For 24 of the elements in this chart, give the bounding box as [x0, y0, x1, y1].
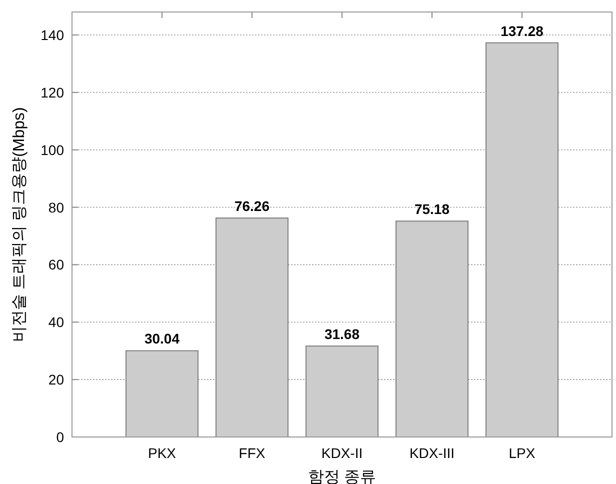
bar	[306, 346, 378, 438]
y-tick-label: 40	[48, 314, 64, 330]
x-tick-label: LPX	[508, 445, 536, 461]
y-tick-label: 60	[48, 256, 64, 273]
y-tick-label: 20	[48, 372, 64, 388]
y-tick-label: 140	[40, 26, 64, 43]
y-tick-label: 80	[48, 199, 64, 216]
bar	[486, 42, 558, 438]
data-label: 30.04	[144, 330, 180, 347]
data-label: 75.18	[414, 201, 450, 218]
x-tick-label: KDX-III	[409, 445, 455, 461]
y-axis-title: 비전술 트래픽의 링크용량(Mbps)	[11, 107, 28, 342]
bar	[396, 220, 468, 438]
y-tick-label: 120	[40, 84, 64, 100]
y-tick-label: 100	[40, 142, 64, 158]
data-label: 31.68	[324, 326, 360, 342]
bar	[126, 350, 198, 438]
x-tick-label: KDX-II	[321, 445, 363, 461]
data-label: 137.28	[500, 22, 544, 39]
data-label: 76.26	[234, 198, 270, 214]
bar	[216, 218, 288, 438]
x-tick-label: PKX	[148, 445, 177, 461]
y-tick-label: 0	[56, 429, 64, 445]
x-tick-label: FFX	[238, 445, 266, 461]
